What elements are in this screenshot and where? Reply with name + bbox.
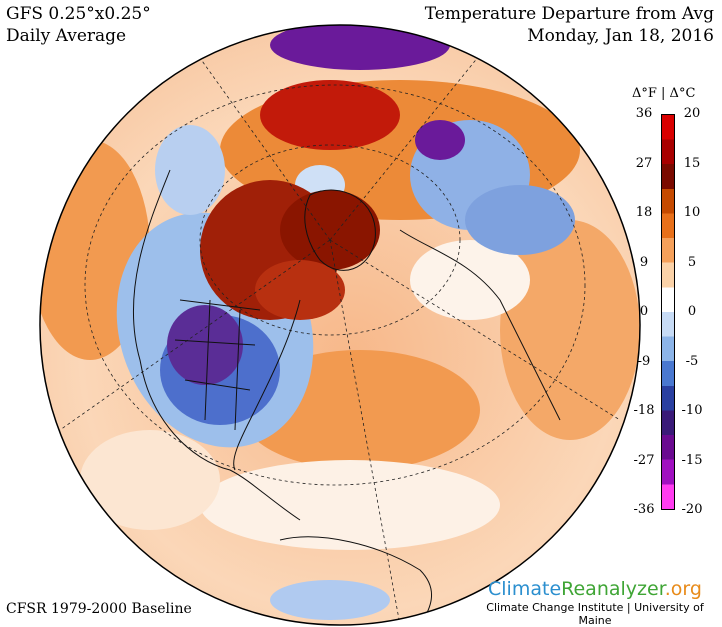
logo-name: ClimateReanalyzer.org [470, 578, 720, 600]
northern-eurasia-purple [415, 120, 465, 160]
legend-tick-celsius: 20 [683, 106, 701, 121]
logo-name-part1: Climate [488, 578, 562, 600]
north-america-coastline [133, 169, 301, 521]
legend-tick-fahrenheit: -9 [637, 353, 651, 369]
legend-tick-fahrenheit: -36 [633, 502, 655, 517]
central-asia-cold-region [465, 185, 575, 255]
legend-tick-fahrenheit: 18 [635, 205, 653, 220]
south-america-coastline [279, 536, 433, 625]
greenland-coastline [304, 189, 376, 271]
neutral-patch-tropics [200, 460, 500, 550]
neutral-patch-pacific [80, 430, 220, 530]
map-title: Temperature Departure from Avg [424, 4, 714, 24]
climate-reanalyzer-logo: ClimateReanalyzer.org Climate Change Ins… [470, 578, 720, 627]
period-label: Daily Average [6, 26, 127, 46]
legend-tick-fahrenheit: -18 [633, 403, 655, 418]
meridian-line [179, 29, 331, 241]
meridian-line [329, 239, 621, 421]
legend-color-bar [661, 114, 675, 510]
asia-warm-region [500, 220, 640, 440]
globe-outline [39, 24, 641, 626]
latitude-circle-30 [84, 84, 586, 486]
color-legend: Δ°F | Δ°C 36 27 18 9 0 -9 -18 -27 -36 20 15 10 5 0 -5… [630, 86, 718, 517]
meridian-line [59, 239, 331, 431]
latitude-circle-60 [199, 144, 461, 336]
legend-tick-fahrenheit: 27 [635, 155, 653, 171]
legend-tick-celsius: 15 [683, 155, 701, 171]
logo-name-part3: .org [664, 578, 702, 600]
hudson-bay-hot-region [255, 260, 345, 320]
legend-tick-celsius: 10 [683, 205, 701, 220]
legend-tick-fahrenheit: -27 [633, 452, 655, 468]
legend-tick-celsius: 0 [687, 304, 697, 319]
baseline-note: CFSR 1979-2000 Baseline [6, 601, 192, 617]
legend-tick-fahrenheit: 36 [635, 106, 653, 121]
legend-tick-fahrenheit: 9 [639, 254, 649, 270]
legend-tick-celsius: -5 [685, 353, 699, 369]
north-america-east-coast [233, 299, 301, 471]
legend-tick-celsius: -20 [681, 502, 703, 517]
model-label: GFS 0.25°x0.25° [6, 4, 151, 24]
greenland-hot-region [280, 190, 380, 270]
legend-tick-celsius: -10 [681, 403, 703, 418]
arctic-hot-region [260, 80, 400, 150]
us-state-lines [174, 299, 261, 431]
logo-subtitle: Climate Change Institute | University of… [486, 601, 704, 627]
meridian-line [329, 239, 401, 625]
alaska-cold-region [155, 125, 225, 215]
south-america-cold-patch [270, 580, 390, 620]
midwest-cold-core [167, 305, 243, 385]
legend-tick-celsius: -15 [681, 452, 703, 468]
legend-tick-fahrenheit: 0 [639, 304, 649, 319]
legend-header: Δ°F | Δ°C [632, 86, 696, 101]
legend-tick-celsius: 5 [687, 254, 697, 270]
map-date: Monday, Jan 18, 2016 [527, 26, 714, 46]
logo-name-part2: Reanalyzer [561, 578, 665, 600]
eurasia-coastline [399, 229, 561, 421]
